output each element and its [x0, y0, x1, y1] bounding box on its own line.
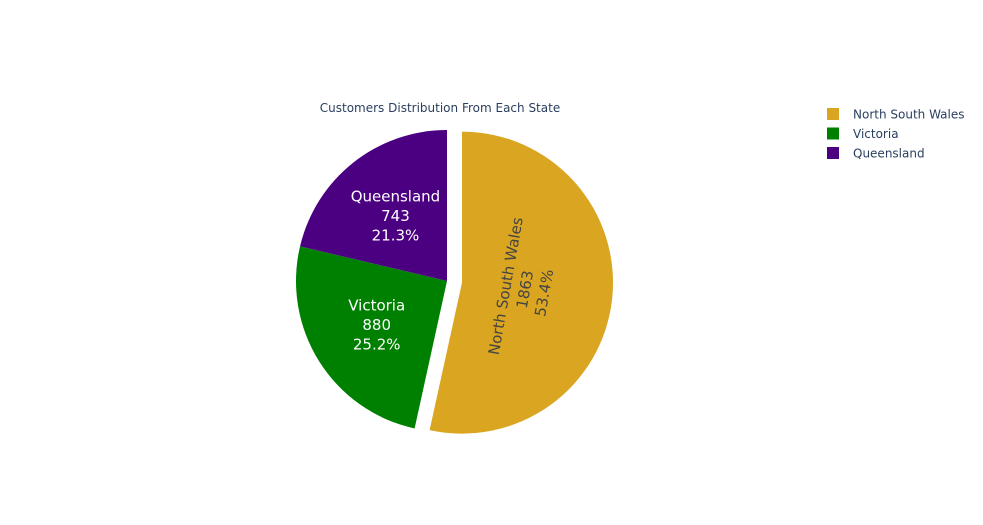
- legend-label[interactable]: Victoria: [853, 127, 899, 141]
- slice-label: Victoria 880 25.2%: [348, 297, 405, 354]
- legend-swatch[interactable]: [827, 108, 839, 120]
- pie-slice-queensland[interactable]: [300, 130, 447, 281]
- legend: North South Wales Victoria Queensland: [827, 108, 965, 161]
- pie-slice-victoria[interactable]: [296, 246, 447, 429]
- slice-label: Queensland 743 21.3%: [351, 187, 440, 244]
- pie-slices: [296, 130, 614, 434]
- pie-slice-north-south-wales[interactable]: [429, 131, 614, 434]
- legend-swatch[interactable]: [827, 127, 839, 140]
- legend-swatch[interactable]: [827, 147, 839, 159]
- chart-title: Customers Distribution From Each State: [320, 101, 560, 115]
- legend-label[interactable]: Queensland: [853, 147, 925, 161]
- legend-label[interactable]: North South Wales: [853, 108, 965, 122]
